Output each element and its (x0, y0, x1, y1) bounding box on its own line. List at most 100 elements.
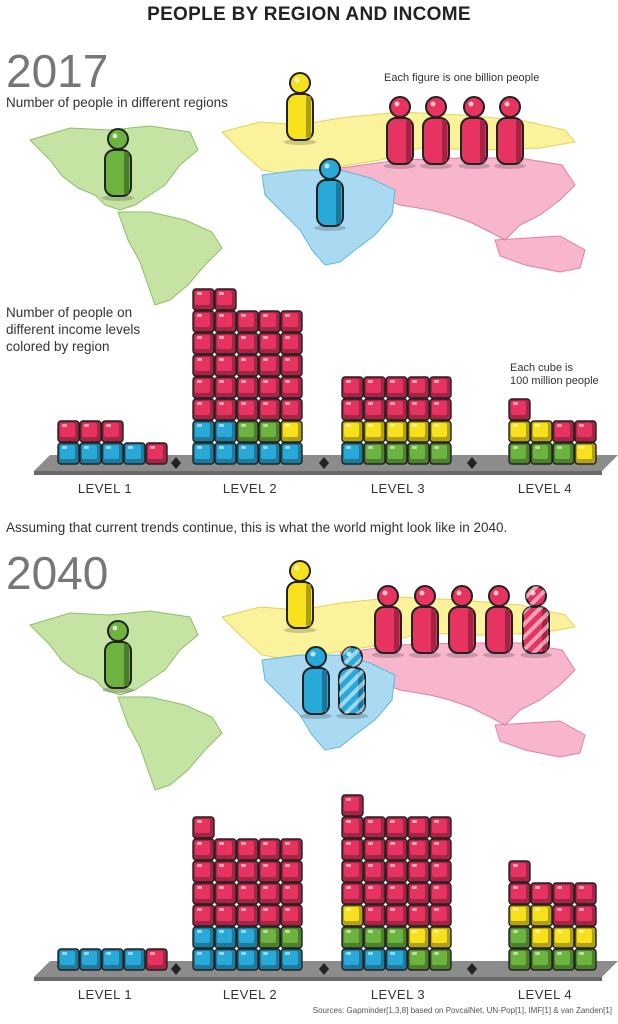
cube-2017-level4-asia (508, 398, 531, 421)
cube-2040-level3-asia (429, 904, 452, 927)
cube-2040-level4-europe (508, 904, 531, 927)
cube-2040-level3-asia (429, 816, 452, 839)
person-figure-europe-2040-1 (284, 560, 316, 633)
cube-note-line2: 100 million people (510, 375, 599, 387)
cube-2040-level3-europe (341, 904, 364, 927)
level-label-2017-3: LEVEL 3 (370, 481, 426, 496)
cube-2040-level1-asia (145, 948, 168, 971)
cube-2017-level3-europe (385, 420, 408, 443)
cube-2017-level2-asia (192, 398, 215, 421)
cube-2040-level2-asia (192, 860, 215, 883)
cube-2040-level2-africa (236, 948, 259, 971)
cube-2040-level3-asia (407, 838, 430, 861)
cube-2040-level3-asia (363, 838, 386, 861)
cube-2040-level2-asia (258, 838, 281, 861)
cube-2040-level4-europe (574, 926, 597, 949)
cube-2017-level2-africa (192, 442, 215, 465)
cube-2017-level2-asia (236, 354, 259, 377)
cube-2017-level1-asia (101, 420, 124, 443)
cube-2040-level3-asia (341, 882, 364, 905)
level-separator-diamond (171, 963, 181, 975)
cube-2017-level4-europe (574, 442, 597, 465)
cube-2040-level3-asia (407, 882, 430, 905)
cube-2040-level4-americas (508, 948, 531, 971)
map-asia-2040 (338, 642, 586, 758)
cube-2017-level2-asia (192, 354, 215, 377)
cube-2040-level2-africa (258, 948, 281, 971)
cube-2017-level2-asia (192, 310, 215, 333)
regions-caption-2017: Number of people in different regions (6, 95, 228, 110)
cube-2040-level1-africa (101, 948, 124, 971)
cube-2040-level2-asia (236, 838, 259, 861)
cube-2017-level2-asia (236, 398, 259, 421)
people-figures (102, 72, 552, 719)
year-2017: 2017 (6, 45, 109, 97)
level-label-2017-2: LEVEL 2 (222, 481, 278, 496)
map-americas-2040 (29, 610, 223, 791)
cube-2017-level3-europe (341, 420, 364, 443)
cube-2017-level4-europe (508, 420, 531, 443)
cube-2017-level4-americas (552, 442, 575, 465)
cube-2017-level2-asia (192, 376, 215, 399)
cube-2040-level4-asia (552, 904, 575, 927)
cube-2040-level3-americas (385, 926, 408, 949)
assumption-text: Assuming that current trends continue, t… (6, 520, 508, 535)
cube-2017-level2-asia (236, 376, 259, 399)
cube-2017-level2-asia (258, 354, 281, 377)
cube-2040-level2-africa (192, 926, 215, 949)
cube-2040-level2-americas (258, 926, 281, 949)
cube-2017-level3-europe (407, 420, 430, 443)
cube-2040-level4-europe (530, 904, 553, 927)
cube-2040-level3-asia (363, 860, 386, 883)
cube-2017-level2-asia (280, 398, 303, 421)
cube-2040-level3-asia (407, 904, 430, 927)
cube-2017-level2-europe (280, 420, 303, 443)
level-platforms (34, 455, 618, 981)
cube-2040-level4-americas (552, 948, 575, 971)
person-figure-asia-2040-3 (446, 585, 478, 658)
cube-2017-level2-asia (192, 288, 215, 311)
cube-2017-level4-asia (552, 420, 575, 443)
person-figure-asia-2017-1 (384, 96, 416, 169)
cube-2040-level2-asia (192, 816, 215, 839)
cube-2017-level1-africa (101, 442, 124, 465)
cube-2040-level2-asia (214, 904, 237, 927)
cube-2040-level2-africa (214, 926, 237, 949)
person-figure-asia-2040-1 (372, 585, 404, 658)
cube-2017-level2-asia (280, 310, 303, 333)
person-figure-africa-2017-1 (314, 158, 346, 231)
person-figure-africa-2040-2 (336, 646, 368, 719)
level-separator-diamond (171, 457, 181, 469)
cube-2040-level2-asia (258, 860, 281, 883)
cube-2040-level1-africa (79, 948, 102, 971)
cube-2017-level3-asia (429, 398, 452, 421)
cube-2017-level2-asia (214, 288, 237, 311)
person-figure-asia-2040-5 (520, 585, 552, 658)
cube-2040-level4-americas (530, 948, 553, 971)
cube-2017-level2-africa (280, 442, 303, 465)
cube-2017-level2-asia (280, 376, 303, 399)
cube-2017-level2-africa (192, 420, 215, 443)
cube-2040-level3-asia (429, 860, 452, 883)
cube-2040-level4-asia (530, 882, 553, 905)
cube-2017-level1-asia (79, 420, 102, 443)
cube-2040-level3-americas (407, 948, 430, 971)
cube-2040-level4-asia (508, 860, 531, 883)
cube-2040-level3-asia (363, 816, 386, 839)
level-label-2040-2: LEVEL 2 (222, 987, 278, 1002)
cube-2040-level3-asia (385, 860, 408, 883)
level-separator-diamond (467, 963, 477, 975)
cube-2017-level3-asia (407, 376, 430, 399)
cube-2017-level2-asia (258, 310, 281, 333)
cube-2017-level3-americas (407, 442, 430, 465)
cube-2040-level4-asia (508, 882, 531, 905)
person-figure-africa-2040-1 (300, 646, 332, 719)
cube-2017-level2-africa (258, 442, 281, 465)
cube-2017-level1-asia (57, 420, 80, 443)
level-label-2017-1: LEVEL 1 (77, 481, 133, 496)
person-figure-asia-2040-4 (483, 585, 515, 658)
cube-2040-level3-asia (385, 838, 408, 861)
level-label-2040-4: LEVEL 4 (517, 987, 573, 1002)
cube-2040-level3-asia (341, 816, 364, 839)
cube-2040-level3-europe (407, 926, 430, 949)
